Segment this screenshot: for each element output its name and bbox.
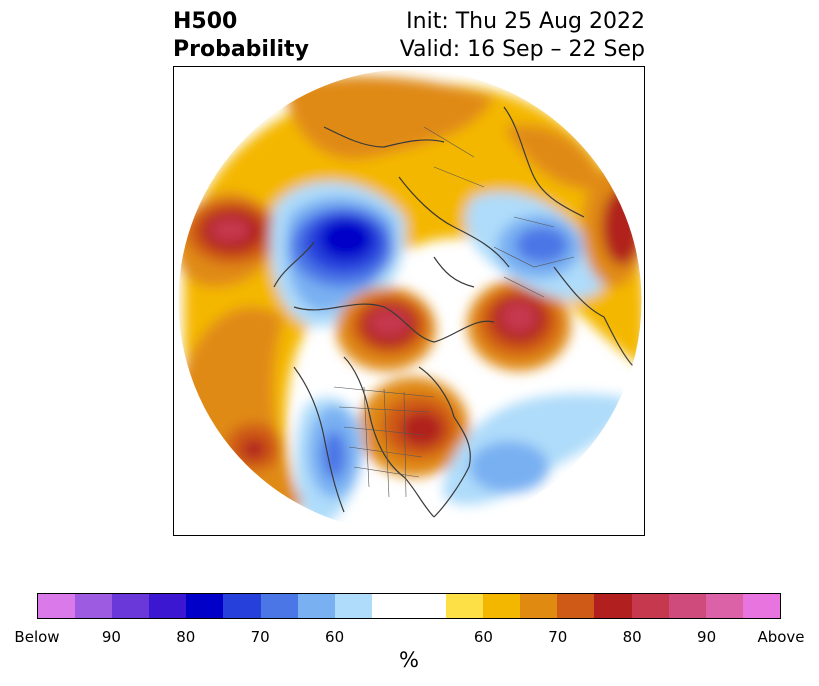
init-date: Init: Thu 25 Aug 2022 xyxy=(406,9,645,34)
title-quantity: Probability xyxy=(173,37,309,62)
colorbar-segment xyxy=(742,594,780,618)
colorbar-tick-label: 90 xyxy=(697,628,717,646)
colorbar-tick-label: 80 xyxy=(622,628,642,646)
colorbar-tick-label: 90 xyxy=(101,628,121,646)
colorbar-segment xyxy=(631,594,669,618)
colorbar-tick-label: Below xyxy=(14,628,60,646)
colorbar-segment xyxy=(223,594,261,618)
probability-shading xyxy=(178,69,642,533)
colorbar-segment xyxy=(557,594,595,618)
colorbar xyxy=(37,593,781,619)
colorbar-tick-label: 70 xyxy=(548,628,568,646)
title-field: H500 xyxy=(173,9,238,34)
probability-map xyxy=(173,66,645,536)
colorbar-segment xyxy=(371,594,409,618)
colorbar-segment xyxy=(260,594,298,618)
colorbar-segment xyxy=(149,594,187,618)
colorbar-segment xyxy=(75,594,113,618)
colorbar-segment xyxy=(705,594,743,618)
title-right: Init: Thu 25 Aug 2022 Valid: 16 Sep – 22… xyxy=(400,8,645,64)
colorbar-tick-label: 80 xyxy=(176,628,196,646)
hemisphere-edge xyxy=(177,68,643,534)
colorbar-segment xyxy=(408,594,447,618)
colorbar-segment xyxy=(520,594,558,618)
colorbar-tick-label: 70 xyxy=(250,628,270,646)
borders xyxy=(333,126,575,498)
colorbar-segment xyxy=(446,594,484,618)
valid-range: Valid: 16 Sep – 22 Sep xyxy=(399,37,645,62)
colorbar-segment xyxy=(483,594,521,618)
colorbar-segment xyxy=(594,594,632,618)
colorbar-segment xyxy=(334,594,372,618)
colorbar-segment xyxy=(186,594,224,618)
colorbar-segment xyxy=(112,594,150,618)
colorbar-units: % xyxy=(399,648,419,672)
polar-map-svg xyxy=(177,68,643,534)
colorbar-segment xyxy=(38,594,76,618)
title-left: H500 Probability xyxy=(173,8,309,64)
colorbar-tick-label: Above xyxy=(757,628,805,646)
colorbar-segment xyxy=(668,594,706,618)
colorbar-tick-label: 60 xyxy=(325,628,345,646)
coastlines xyxy=(273,106,635,518)
colorbar-tick-label: 60 xyxy=(473,628,493,646)
colorbar-segment xyxy=(297,594,335,618)
